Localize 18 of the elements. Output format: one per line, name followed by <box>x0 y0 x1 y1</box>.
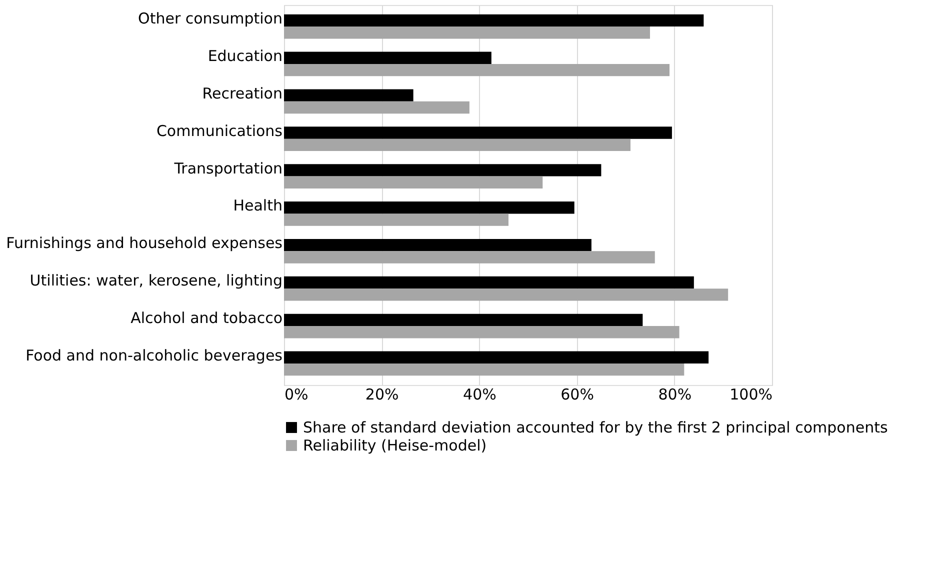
legend-label: Reliability (Heise-model) <box>303 436 487 454</box>
y-tick-label: Communications <box>156 122 283 140</box>
x-tick-label: 80% <box>658 386 692 404</box>
y-tick-label: Transportation <box>173 159 282 178</box>
y-tick-label: Recreation <box>202 84 282 102</box>
x-tick-label: 40% <box>463 386 496 404</box>
y-tick-label: Health <box>233 196 282 215</box>
y-tick-label: Other consumption <box>138 10 282 28</box>
legend-label: Share of standard deviation accounted for by the first 2 principal components <box>303 418 888 436</box>
x-tick-label: 100% <box>730 386 772 404</box>
x-tick-label: 0% <box>284 386 308 404</box>
x-tick-label: 20% <box>365 386 399 404</box>
y-tick-label: Utilities: water, kerosene, lighting <box>30 272 282 290</box>
y-tick-label: Food and non-alcoholic beverages <box>26 346 283 364</box>
y-tick-label: Alcohol and tobacco <box>130 309 282 328</box>
y-tick-label: Education <box>208 46 282 65</box>
y-tick-label: Furnishings and household expenses <box>6 234 283 252</box>
x-tick-label: 60% <box>560 386 594 404</box>
